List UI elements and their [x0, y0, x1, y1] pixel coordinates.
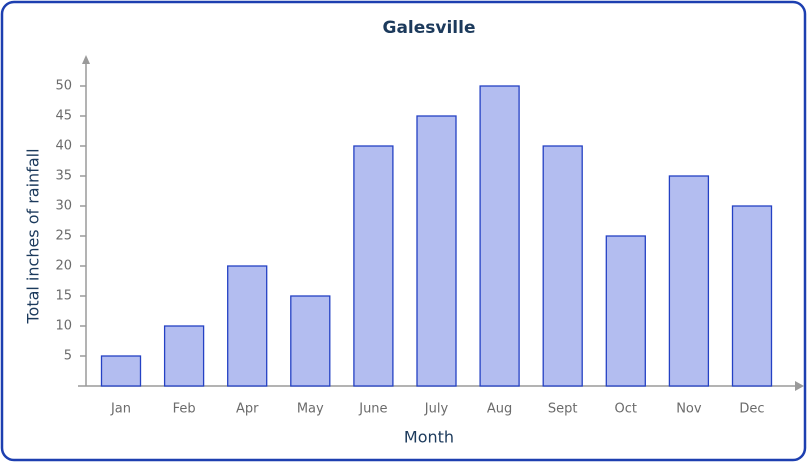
y-tick-label: 25 — [55, 229, 72, 244]
y-tick-label: 45 — [55, 109, 72, 124]
x-tick-label: Jan — [110, 402, 131, 417]
x-tick-label: June — [358, 402, 387, 417]
y-axis-arrow — [82, 55, 90, 64]
y-tick-label: 35 — [55, 169, 72, 184]
x-tick-label: May — [297, 402, 324, 417]
y-tick-label: 50 — [55, 79, 72, 94]
bar — [605, 235, 646, 387]
y-tick-label: 15 — [55, 289, 72, 304]
bar — [353, 145, 394, 387]
bar — [479, 85, 520, 387]
x-axis-title: Month — [404, 428, 454, 447]
x-tick-label: Aug — [487, 402, 512, 417]
y-tick-label: 40 — [55, 139, 72, 154]
bar — [290, 295, 331, 387]
bar — [731, 205, 773, 387]
x-tick-label: Oct — [615, 402, 637, 417]
x-tick-label: Sept — [548, 402, 578, 417]
bar — [163, 325, 205, 387]
bar — [416, 115, 457, 387]
y-tick-label: 30 — [55, 199, 72, 214]
bar — [100, 355, 142, 387]
x-tick-label: Feb — [173, 402, 196, 417]
x-tick-label: Apr — [236, 402, 259, 417]
x-tick-label: July — [424, 402, 449, 417]
bar — [227, 265, 268, 387]
bar — [542, 145, 583, 387]
y-tick-label: 5 — [64, 349, 72, 364]
y-tick-label: 20 — [55, 259, 72, 274]
x-tick-label: Nov — [676, 402, 702, 417]
x-axis-arrow — [795, 381, 804, 391]
bar — [668, 175, 710, 387]
chart-title: Galesville — [383, 18, 476, 38]
y-axis-title: Total inches of rainfall — [24, 148, 43, 324]
x-tick-label: Dec — [739, 402, 764, 417]
y-tick-label: 10 — [55, 319, 72, 334]
